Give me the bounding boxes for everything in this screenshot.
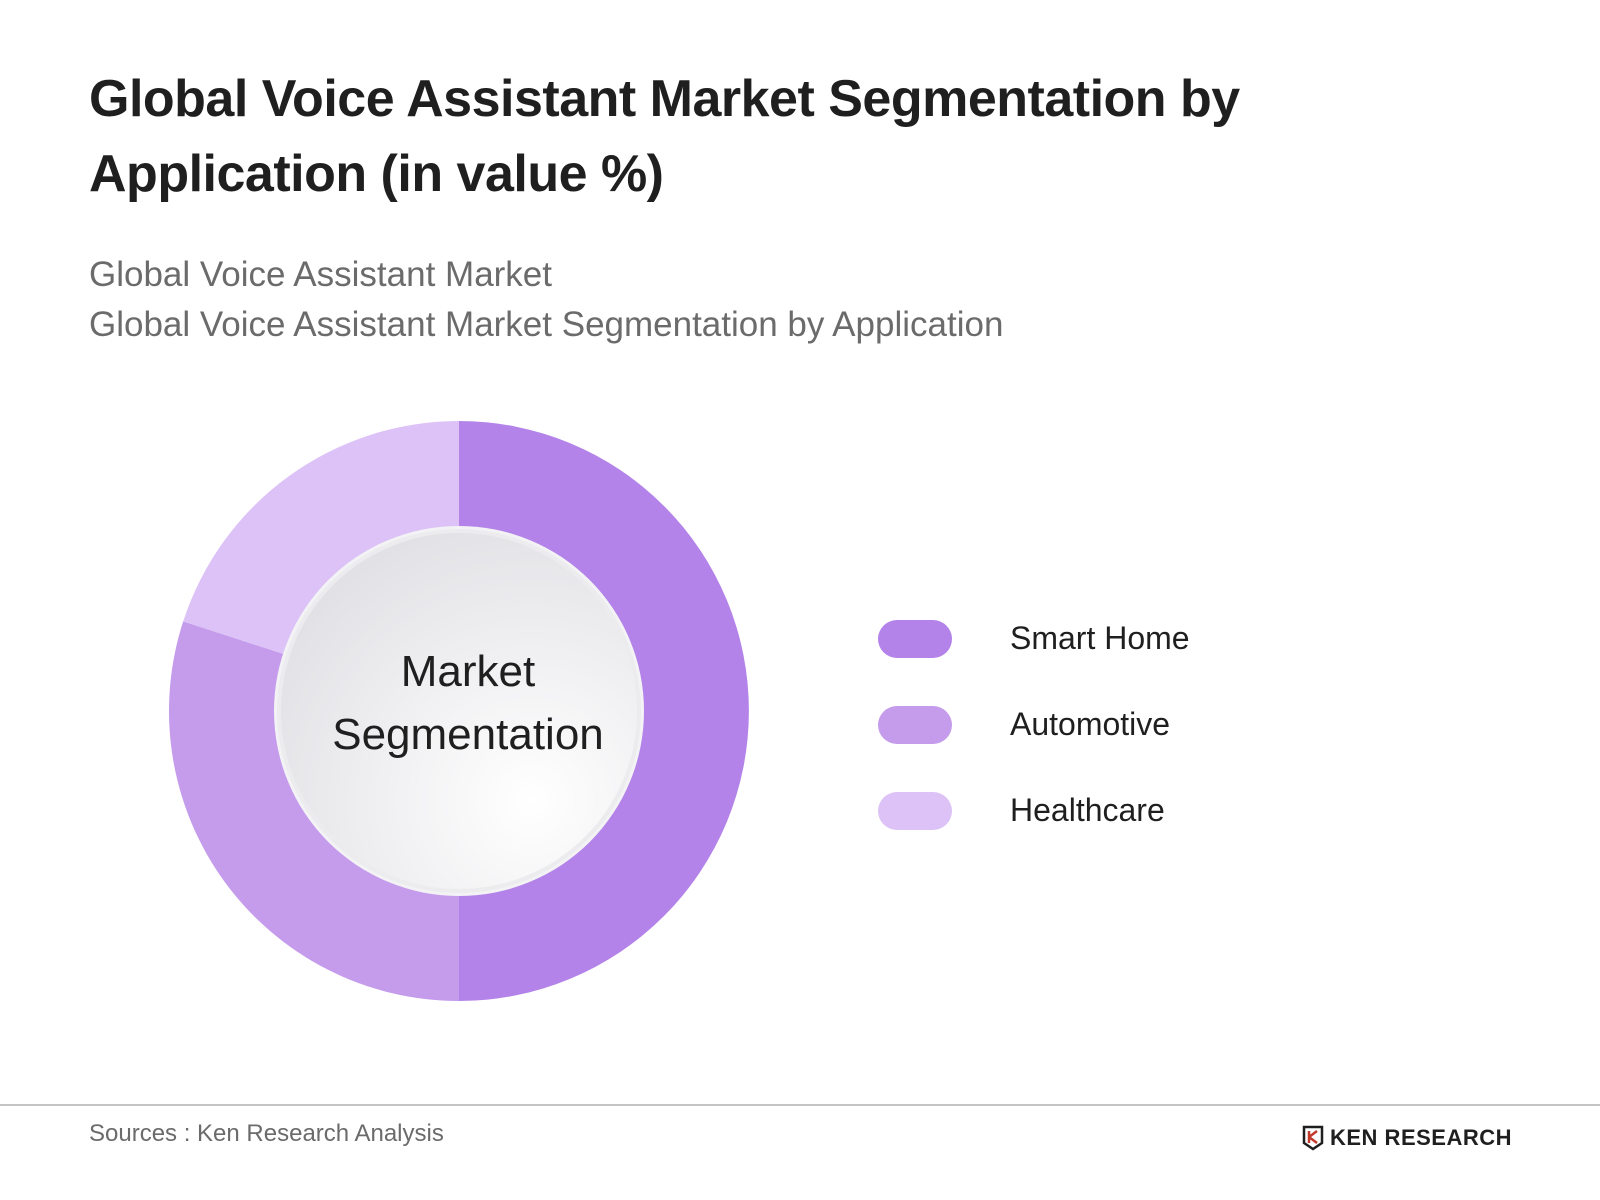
legend-item-healthcare: Healthcare xyxy=(878,792,1278,832)
subtitle-line-2: Global Voice Assistant Market Segmentati… xyxy=(89,305,1004,344)
legend-item-automotive: Automotive xyxy=(878,706,1278,746)
legend-swatch-automotive xyxy=(878,706,952,744)
logo-text: KEN RESEARCH xyxy=(1330,1125,1513,1150)
donut-chart xyxy=(168,421,749,1001)
donut-chart-area: Market Segmentation Smart Home Automotiv… xyxy=(0,400,1600,1050)
source-note: Sources : Ken Research Analysis xyxy=(89,1120,444,1147)
legend-label: Smart Home xyxy=(1010,620,1190,656)
legend-label: Automotive xyxy=(1010,706,1171,742)
chart-title: Global Voice Assistant Market Segmentati… xyxy=(89,70,1240,203)
legend-item-smart-home: Smart Home xyxy=(878,620,1278,660)
ken-logo-icon xyxy=(1302,1125,1324,1151)
donut-center-label: Market Segmentation xyxy=(283,640,653,766)
legend-label: Healthcare xyxy=(1010,792,1165,828)
legend-swatch-smart-home xyxy=(878,620,952,658)
ken-research-logo: KEN RESEARCH xyxy=(1302,1124,1512,1152)
center-label-line-1: Market xyxy=(400,647,536,696)
center-label-line-2: Segmentation xyxy=(332,710,604,759)
footer-divider xyxy=(0,1104,1600,1106)
legend-swatch-healthcare xyxy=(878,792,952,830)
subtitle-line-1: Global Voice Assistant Market xyxy=(89,255,552,294)
chart-subtitle: Global Voice Assistant Market Global Voi… xyxy=(89,250,1003,350)
